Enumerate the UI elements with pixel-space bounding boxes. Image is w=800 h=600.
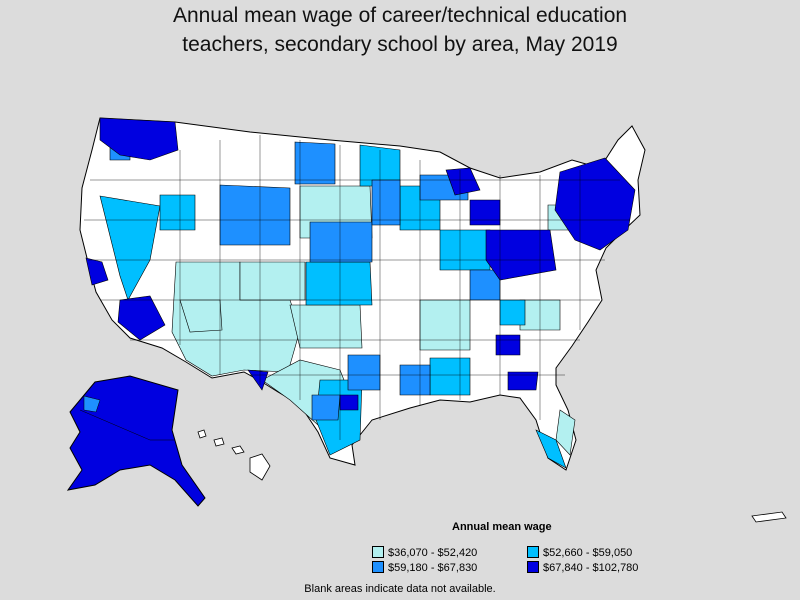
legend-item-band-4: $67,840 - $102,780 bbox=[527, 561, 638, 575]
wage-band-4-areas bbox=[85, 117, 636, 411]
legend-item-band-1: $36,070 - $52,420 bbox=[372, 546, 477, 560]
area-borders bbox=[84, 135, 630, 440]
alaska-area-south bbox=[83, 395, 101, 413]
legend-item-band-3: $59,180 - $67,830 bbox=[372, 561, 477, 575]
legend-swatch-band-1 bbox=[372, 546, 384, 558]
legend-swatch-band-2 bbox=[527, 546, 539, 558]
no-data-note: Blank areas indicate data not available. bbox=[304, 583, 496, 595]
legend-swatch-band-3 bbox=[372, 561, 384, 573]
legend-label-band-4: $67,840 - $102,780 bbox=[543, 562, 639, 574]
puerto-rico bbox=[751, 511, 787, 523]
legend-title: Annual mean wage bbox=[452, 521, 552, 533]
alaska bbox=[66, 375, 206, 507]
title-line-1: Annual mean wage of career/technical edu… bbox=[172, 4, 628, 27]
legend-label-band-3: $59,180 - $67,830 bbox=[388, 562, 478, 574]
alaska-area-border bbox=[79, 409, 175, 441]
map-title: Annual mean wage of career/technical edu… bbox=[0, 0, 800, 59]
legend-swatch-band-4 bbox=[527, 561, 539, 573]
title-line-2: teachers, secondary school by area, May … bbox=[182, 33, 618, 56]
legend-item-band-2: $52,660 - $59,050 bbox=[527, 546, 632, 560]
wage-band-3-areas bbox=[109, 139, 501, 421]
hawaii bbox=[197, 429, 271, 481]
legend-label-band-2: $52,660 - $59,050 bbox=[543, 547, 633, 559]
legend-label-band-1: $36,070 - $52,420 bbox=[388, 547, 478, 559]
